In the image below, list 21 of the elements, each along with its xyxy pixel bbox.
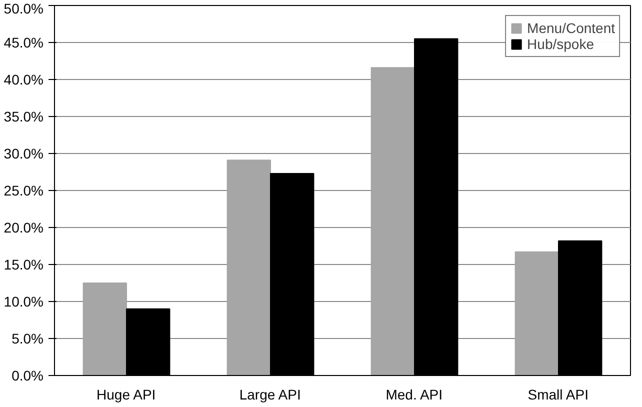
bar (226, 160, 271, 376)
x-tick-label: Large API (239, 386, 301, 402)
y-tick-label: 5.0% (12, 330, 44, 346)
x-tick-label: Huge API (96, 386, 156, 402)
y-tick-label: 20.0% (4, 220, 44, 236)
bar (370, 67, 415, 376)
y-tick-label: 30.0% (4, 146, 44, 162)
x-tick-label: Med. API (386, 386, 443, 402)
y-tick-label: 45.0% (4, 34, 44, 50)
y-tick-label: 0.0% (12, 368, 44, 384)
bar (82, 282, 127, 376)
y-tick-label: 35.0% (4, 108, 44, 124)
bar (514, 251, 559, 376)
legend-label: Hub/spoke (527, 36, 594, 52)
y-tick-label: 40.0% (4, 72, 44, 88)
y-tick-label: 25.0% (4, 182, 44, 198)
legend-label: Menu/Content (527, 20, 615, 36)
x-tick-label: Small API (528, 386, 588, 402)
y-tick-label: 10.0% (4, 294, 44, 310)
y-tick-label: 15.0% (4, 256, 44, 272)
y-tick-label: 50.0% (4, 0, 44, 16)
